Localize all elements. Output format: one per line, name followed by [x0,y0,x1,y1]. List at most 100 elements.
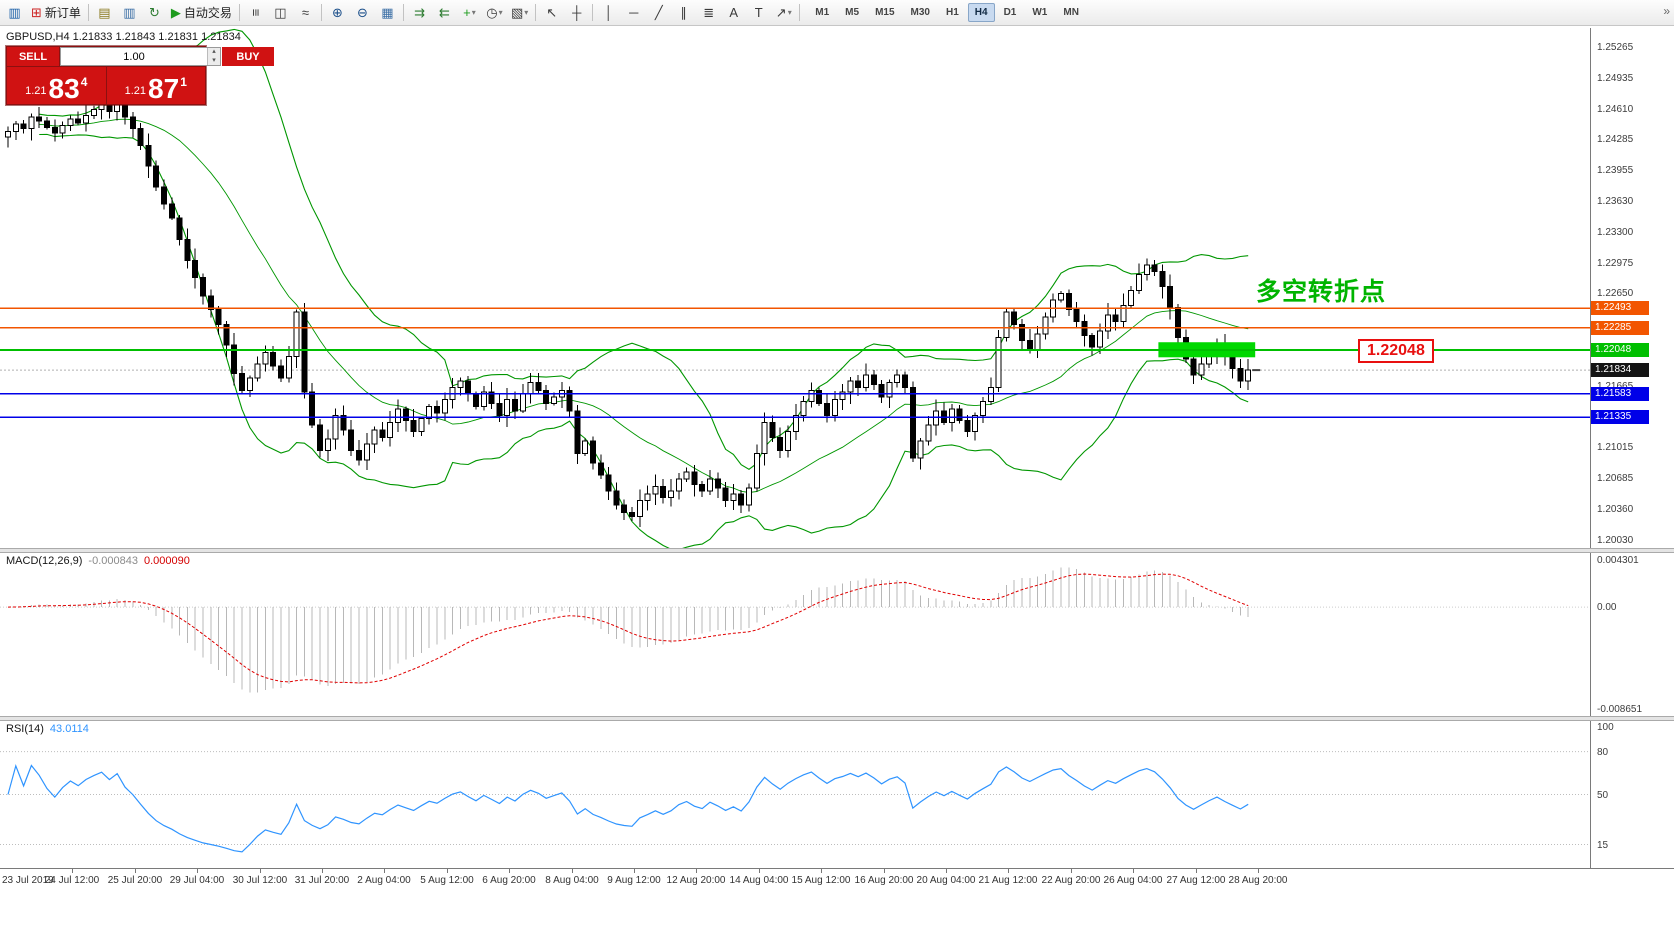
market-watch-icon[interactable]: ▤ [93,2,116,24]
tile-windows-icon[interactable]: ▦ [376,2,399,24]
sell-button[interactable]: SELL [7,47,59,66]
panel-separator[interactable] [0,716,1674,721]
new-order-button[interactable]: ⊞ 新订单 [28,2,84,24]
timeframe-h4[interactable]: H4 [967,3,995,22]
time-tick [260,869,261,873]
periods-icon[interactable]: ◷ ▾ [483,2,506,24]
rsi-name: RSI(14) [6,723,44,735]
bollinger-upper-band [39,28,1249,470]
line-chart-icon: ≈ [301,5,309,20]
cursor-icon[interactable]: ↖ [540,2,563,24]
time-tick [1196,869,1197,873]
macd-name: MACD(12,26,9) [6,555,83,567]
time-axis-label: 9 Aug 12:00 [607,875,661,886]
zoom-out-icon[interactable]: ⊖ [351,2,374,24]
crosshair-icon[interactable]: ┼ [565,2,588,24]
macd-canvas[interactable] [0,553,1590,716]
volume-input[interactable] [61,48,207,65]
time-axis[interactable]: 23 Jul 2019 24 Jul 12:00 25 Jul 20:00 29 Ju… [0,868,1674,893]
buy-button[interactable]: BUY [222,47,274,66]
volume-down-arrow-icon[interactable]: ▾ [212,56,216,64]
macd-histogram [15,567,1249,693]
chart-panel: GBPUSD,H4 1.21833 1.21843 1.21831 1.2183… [0,28,1674,548]
text-label-icon[interactable]: T [747,2,770,24]
rsi-value: 43.0114 [49,723,89,735]
auto-trading-button[interactable]: ▶ 自动交易 [168,2,235,24]
zoom-in-icon[interactable]: ⊕ [326,2,349,24]
time-tick [1133,869,1134,873]
vertical-line-icon[interactable]: │ [597,2,620,24]
sell-price-sup: 4 [80,75,88,89]
buy-price-button[interactable]: 1.21 87 1 [106,67,205,104]
trendline-icon[interactable]: ╱ [647,2,670,24]
toolbar-overflow-button[interactable]: » [1663,4,1670,18]
chart-shift-icon[interactable]: ⇇ [433,2,456,24]
rsi-axis[interactable]: 100 80 50 15 [1590,721,1674,868]
timeframe-m5[interactable]: M5 [838,3,866,22]
timeframe-mn[interactable]: MN [1056,3,1086,22]
bar-chart-icon[interactable]: ≡ [244,2,267,24]
volume-spinner: ▴ ▾ [207,48,220,65]
text-icon[interactable]: A [722,2,745,24]
sell-price-button[interactable]: 1.21 83 4 [7,67,106,104]
timeframe-h1[interactable]: H1 [939,3,966,22]
time-axis-label: 6 Aug 20:00 [482,875,536,886]
price-tick-label: 1.23955 [1597,165,1634,176]
price-tick-label: 1.24610 [1597,104,1634,115]
auto-scroll-icon[interactable]: ⇉ [408,2,431,24]
candlestick-chart-icon[interactable]: ◫ [269,2,292,24]
new-order-button-label: 新订单 [44,6,81,20]
time-axis-label: 16 Aug 20:00 [854,875,914,886]
terminal-icon[interactable]: ▥ [3,2,26,24]
candles-layer [5,93,1252,527]
dropdown-arrow-icon: ▾ [524,8,529,17]
macd-axis[interactable]: 0.004301 0.00 -0.008651 [1590,553,1674,716]
refresh-icon[interactable]: ↻ [143,2,166,24]
time-axis-label: 5 Aug 12:00 [420,875,474,886]
toolbar-separator [592,4,594,21]
timeframe-m30[interactable]: M30 [904,3,937,22]
indicators-icon: + [463,5,471,20]
line-chart-icon[interactable]: ≈ [294,2,317,24]
timeframe-m1[interactable]: M1 [808,3,836,22]
time-tick [696,869,697,873]
price-tick-label: 1.23300 [1597,227,1634,238]
buy-price-big: 87 [148,73,180,104]
timeframe-d1[interactable]: D1 [997,3,1024,22]
bollinger-middle-band [39,118,1249,493]
time-axis-label: 28 Aug 20:00 [1228,875,1288,886]
time-tick [759,869,760,873]
chart-canvas[interactable] [0,28,1590,548]
macd-main-value: -0.000843 [88,555,138,567]
volume-up-arrow-icon[interactable]: ▴ [212,48,216,55]
level-price-label: 1.21335 [1591,410,1649,424]
timeframe-w1[interactable]: W1 [1025,3,1054,22]
time-axis-label: 23 Jul 2019 [2,875,54,886]
rsi-tick-label: 15 [1597,840,1609,851]
time-axis-label: 31 Jul 20:00 [294,875,350,886]
market-watch-icon: ▤ [98,5,111,20]
price-tick-label: 1.25265 [1597,42,1634,53]
fibonacci-icon[interactable]: ≣ [697,2,720,24]
indicators-icon[interactable]: + ▾ [458,2,481,24]
templates-icon[interactable]: ▧ ▾ [508,2,531,24]
price-axis[interactable]: 1.25265 1.24935 1.24610 1.24285 1.23955 1.236… [1590,28,1674,548]
rsi-panel: RSI(14) 43.0114 100 80 50 15 [0,721,1674,868]
rsi-tick-label: 50 [1597,790,1609,801]
panel-separator[interactable] [0,548,1674,553]
rsi-canvas[interactable] [0,721,1590,868]
channel-icon[interactable]: ∥ [672,2,695,24]
toolbar-separator [402,4,404,21]
data-window-icon[interactable]: ▥ [118,2,141,24]
horizontal-line-icon[interactable]: ─ [622,2,645,24]
time-axis-label: 22 Aug 20:00 [1041,875,1101,886]
price-callout-box[interactable]: 1.22048 [1358,339,1434,363]
arrows-icon[interactable]: ↗ ▾ [772,2,795,24]
timeframe-m15[interactable]: M15 [868,3,901,22]
turning-point-annotation[interactable]: 多空转折点 [1256,278,1387,306]
trendline-icon: ╱ [654,5,663,20]
auto-scroll-icon: ⇉ [413,5,425,20]
macd-signal-value: 0.000090 [143,555,190,567]
macd-tick-label: -0.008651 [1597,704,1643,715]
price-tick-label: 1.22650 [1597,288,1634,299]
